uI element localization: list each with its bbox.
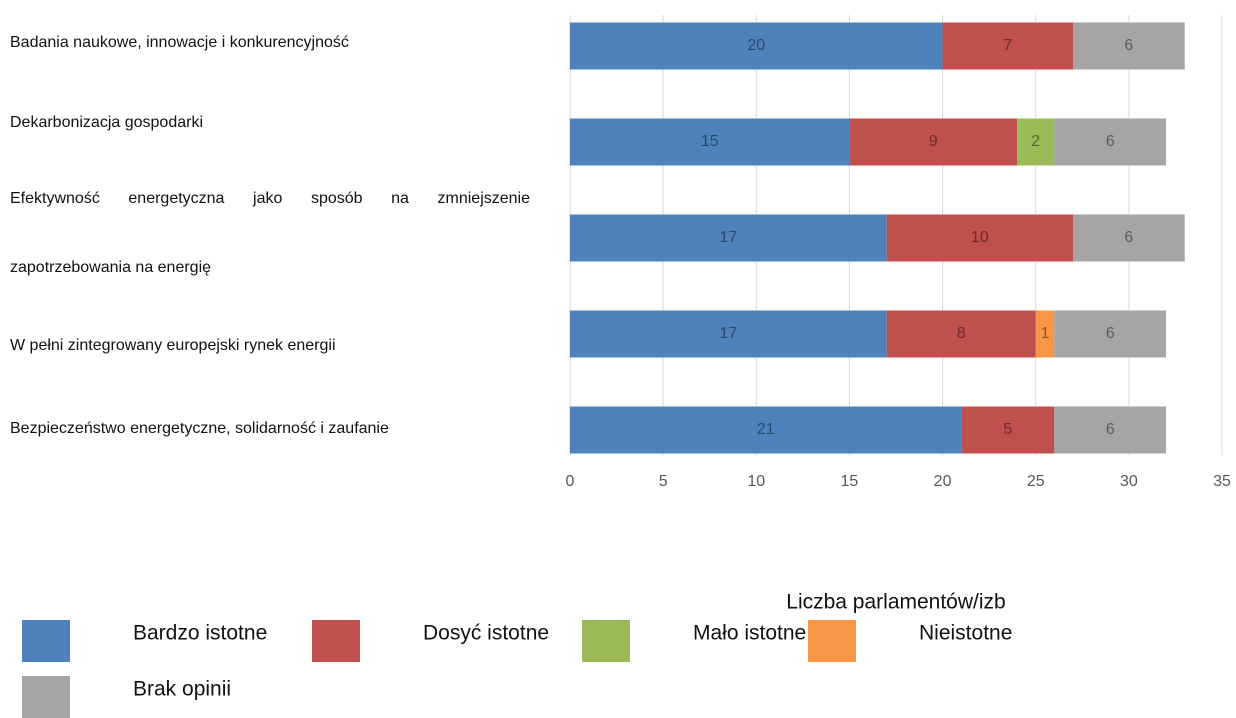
bar-segment bbox=[886, 310, 1036, 358]
legend-label: Bardzo istotne bbox=[133, 622, 267, 645]
data-label: 17 bbox=[719, 229, 737, 246]
category-label: W pełni zintegrowany europejski rynek en… bbox=[10, 337, 336, 354]
category-label: Dekarbonizacja gospodarki bbox=[10, 114, 203, 131]
legend-swatch bbox=[582, 620, 630, 662]
data-label: 5 bbox=[1003, 421, 1012, 438]
bar-segment bbox=[961, 406, 1055, 454]
legend-label: Brak opinii bbox=[133, 678, 231, 701]
category-label: Badania naukowe, innowacje i konkurencyj… bbox=[10, 34, 349, 51]
bar-segment bbox=[570, 310, 887, 358]
category-label: Efektywność energetyczna jako sposób na … bbox=[10, 190, 530, 276]
data-label: 6 bbox=[1106, 133, 1115, 150]
bar-segment bbox=[1054, 118, 1167, 166]
legend-swatch bbox=[808, 620, 856, 662]
bar-segment bbox=[1054, 406, 1167, 454]
bar-segment bbox=[1054, 310, 1167, 358]
category-label: Bezpieczeństwo energetyczne, solidarność… bbox=[10, 420, 389, 437]
legend-label: Nieistotne bbox=[919, 622, 1012, 645]
data-label: 6 bbox=[1106, 421, 1115, 438]
x-axis-title: Liczba parlamentów/izb bbox=[786, 591, 1005, 614]
data-label: 1 bbox=[1041, 325, 1050, 342]
legend-swatch bbox=[22, 620, 70, 662]
legend-swatch bbox=[312, 620, 360, 662]
data-label: 6 bbox=[1106, 325, 1115, 342]
data-label: 9 bbox=[929, 133, 938, 150]
x-tick-label: 25 bbox=[1027, 473, 1045, 490]
data-label: 6 bbox=[1124, 37, 1133, 54]
x-tick-label: 30 bbox=[1120, 473, 1138, 490]
bar-segment bbox=[1072, 214, 1185, 262]
data-label: 2 bbox=[1031, 133, 1040, 150]
bar-segment bbox=[886, 214, 1073, 262]
bar-segment bbox=[1035, 310, 1055, 358]
data-label: 17 bbox=[719, 325, 737, 342]
x-tick-label: 5 bbox=[659, 473, 668, 490]
x-tick-label: 0 bbox=[566, 473, 575, 490]
x-tick-label: 35 bbox=[1213, 473, 1231, 490]
bar-segment bbox=[1072, 22, 1185, 70]
data-label: 7 bbox=[1003, 37, 1012, 54]
bar-segment bbox=[570, 118, 850, 166]
x-tick-label: 10 bbox=[747, 473, 765, 490]
data-label: 15 bbox=[701, 133, 719, 150]
bar-segment bbox=[570, 22, 943, 70]
data-label: 8 bbox=[957, 325, 966, 342]
data-label: 10 bbox=[971, 229, 989, 246]
data-label: 6 bbox=[1124, 229, 1133, 246]
data-label: 21 bbox=[757, 421, 775, 438]
data-label: 20 bbox=[747, 37, 765, 54]
x-tick-label: 15 bbox=[841, 473, 859, 490]
legend-label: Dosyć istotne bbox=[423, 622, 549, 645]
bar-segment bbox=[849, 118, 1018, 166]
legend-swatch bbox=[22, 676, 70, 718]
legend-label: Mało istotne bbox=[693, 622, 806, 645]
bar-segment bbox=[570, 406, 962, 454]
bar-segment bbox=[1017, 118, 1055, 166]
bar-segment bbox=[942, 22, 1073, 70]
x-tick-label: 20 bbox=[934, 473, 952, 490]
bar-segment bbox=[570, 214, 887, 262]
